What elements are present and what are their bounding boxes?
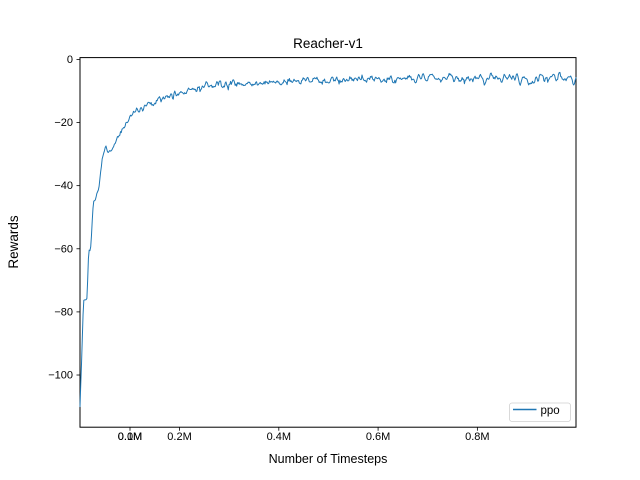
svg-text:0.2M: 0.2M bbox=[167, 431, 191, 443]
svg-text:−60: −60 bbox=[54, 243, 73, 255]
svg-text:−100: −100 bbox=[48, 370, 73, 382]
svg-text:−40: −40 bbox=[54, 180, 73, 192]
svg-text:0.8M: 0.8M bbox=[465, 431, 489, 443]
svg-text:0.4M: 0.4M bbox=[267, 431, 291, 443]
svg-text:Reacher-v1: Reacher-v1 bbox=[293, 36, 363, 51]
svg-text:0: 0 bbox=[67, 54, 73, 66]
svg-text:0.6M: 0.6M bbox=[366, 431, 390, 443]
svg-text:Number of Timesteps: Number of Timesteps bbox=[269, 452, 388, 466]
svg-text:−20: −20 bbox=[54, 117, 73, 129]
svg-text:−80: −80 bbox=[54, 306, 73, 318]
svg-text:0.1M: 0.1M bbox=[118, 431, 142, 443]
svg-text:ppo: ppo bbox=[541, 405, 560, 417]
svg-text:Rewards: Rewards bbox=[6, 215, 21, 269]
